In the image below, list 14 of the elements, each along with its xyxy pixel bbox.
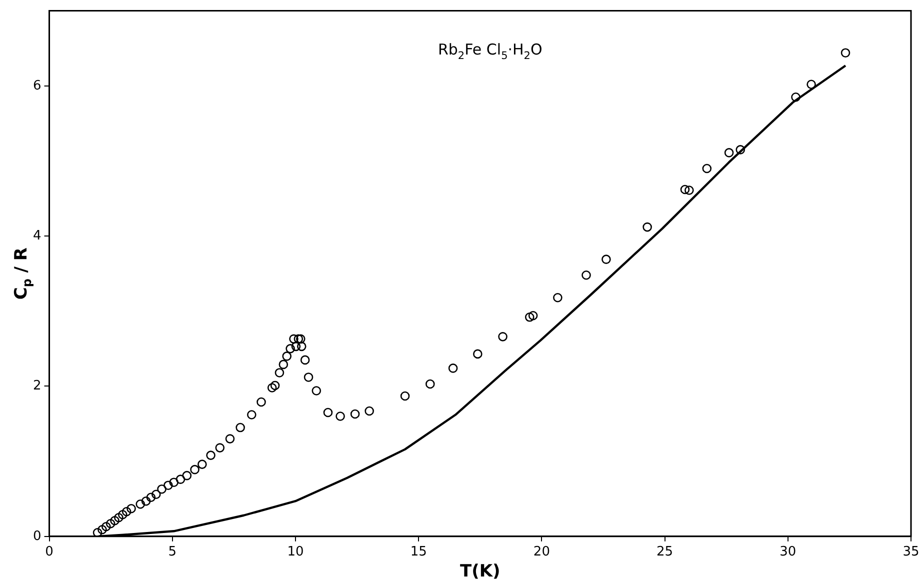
x-axis-title: T(K) (460, 561, 500, 582)
x-tick-label: 20 (533, 544, 550, 560)
x-tick-label: 25 (656, 544, 674, 560)
x-tick-label: 30 (780, 544, 796, 560)
x-tick-label: 10 (287, 544, 304, 560)
y-tick-label: 6 (32, 78, 42, 94)
x-tick-label: 15 (410, 544, 427, 560)
y-tick-label: 0 (32, 528, 42, 544)
y-tick-label: 4 (32, 228, 42, 244)
x-tick-label: 35 (902, 544, 920, 560)
y-axis-title: Cp / R (11, 248, 34, 300)
x-tick-label: 0 (45, 544, 54, 560)
y-tick-label: 2 (32, 378, 42, 394)
x-tick-label: 5 (168, 544, 177, 560)
